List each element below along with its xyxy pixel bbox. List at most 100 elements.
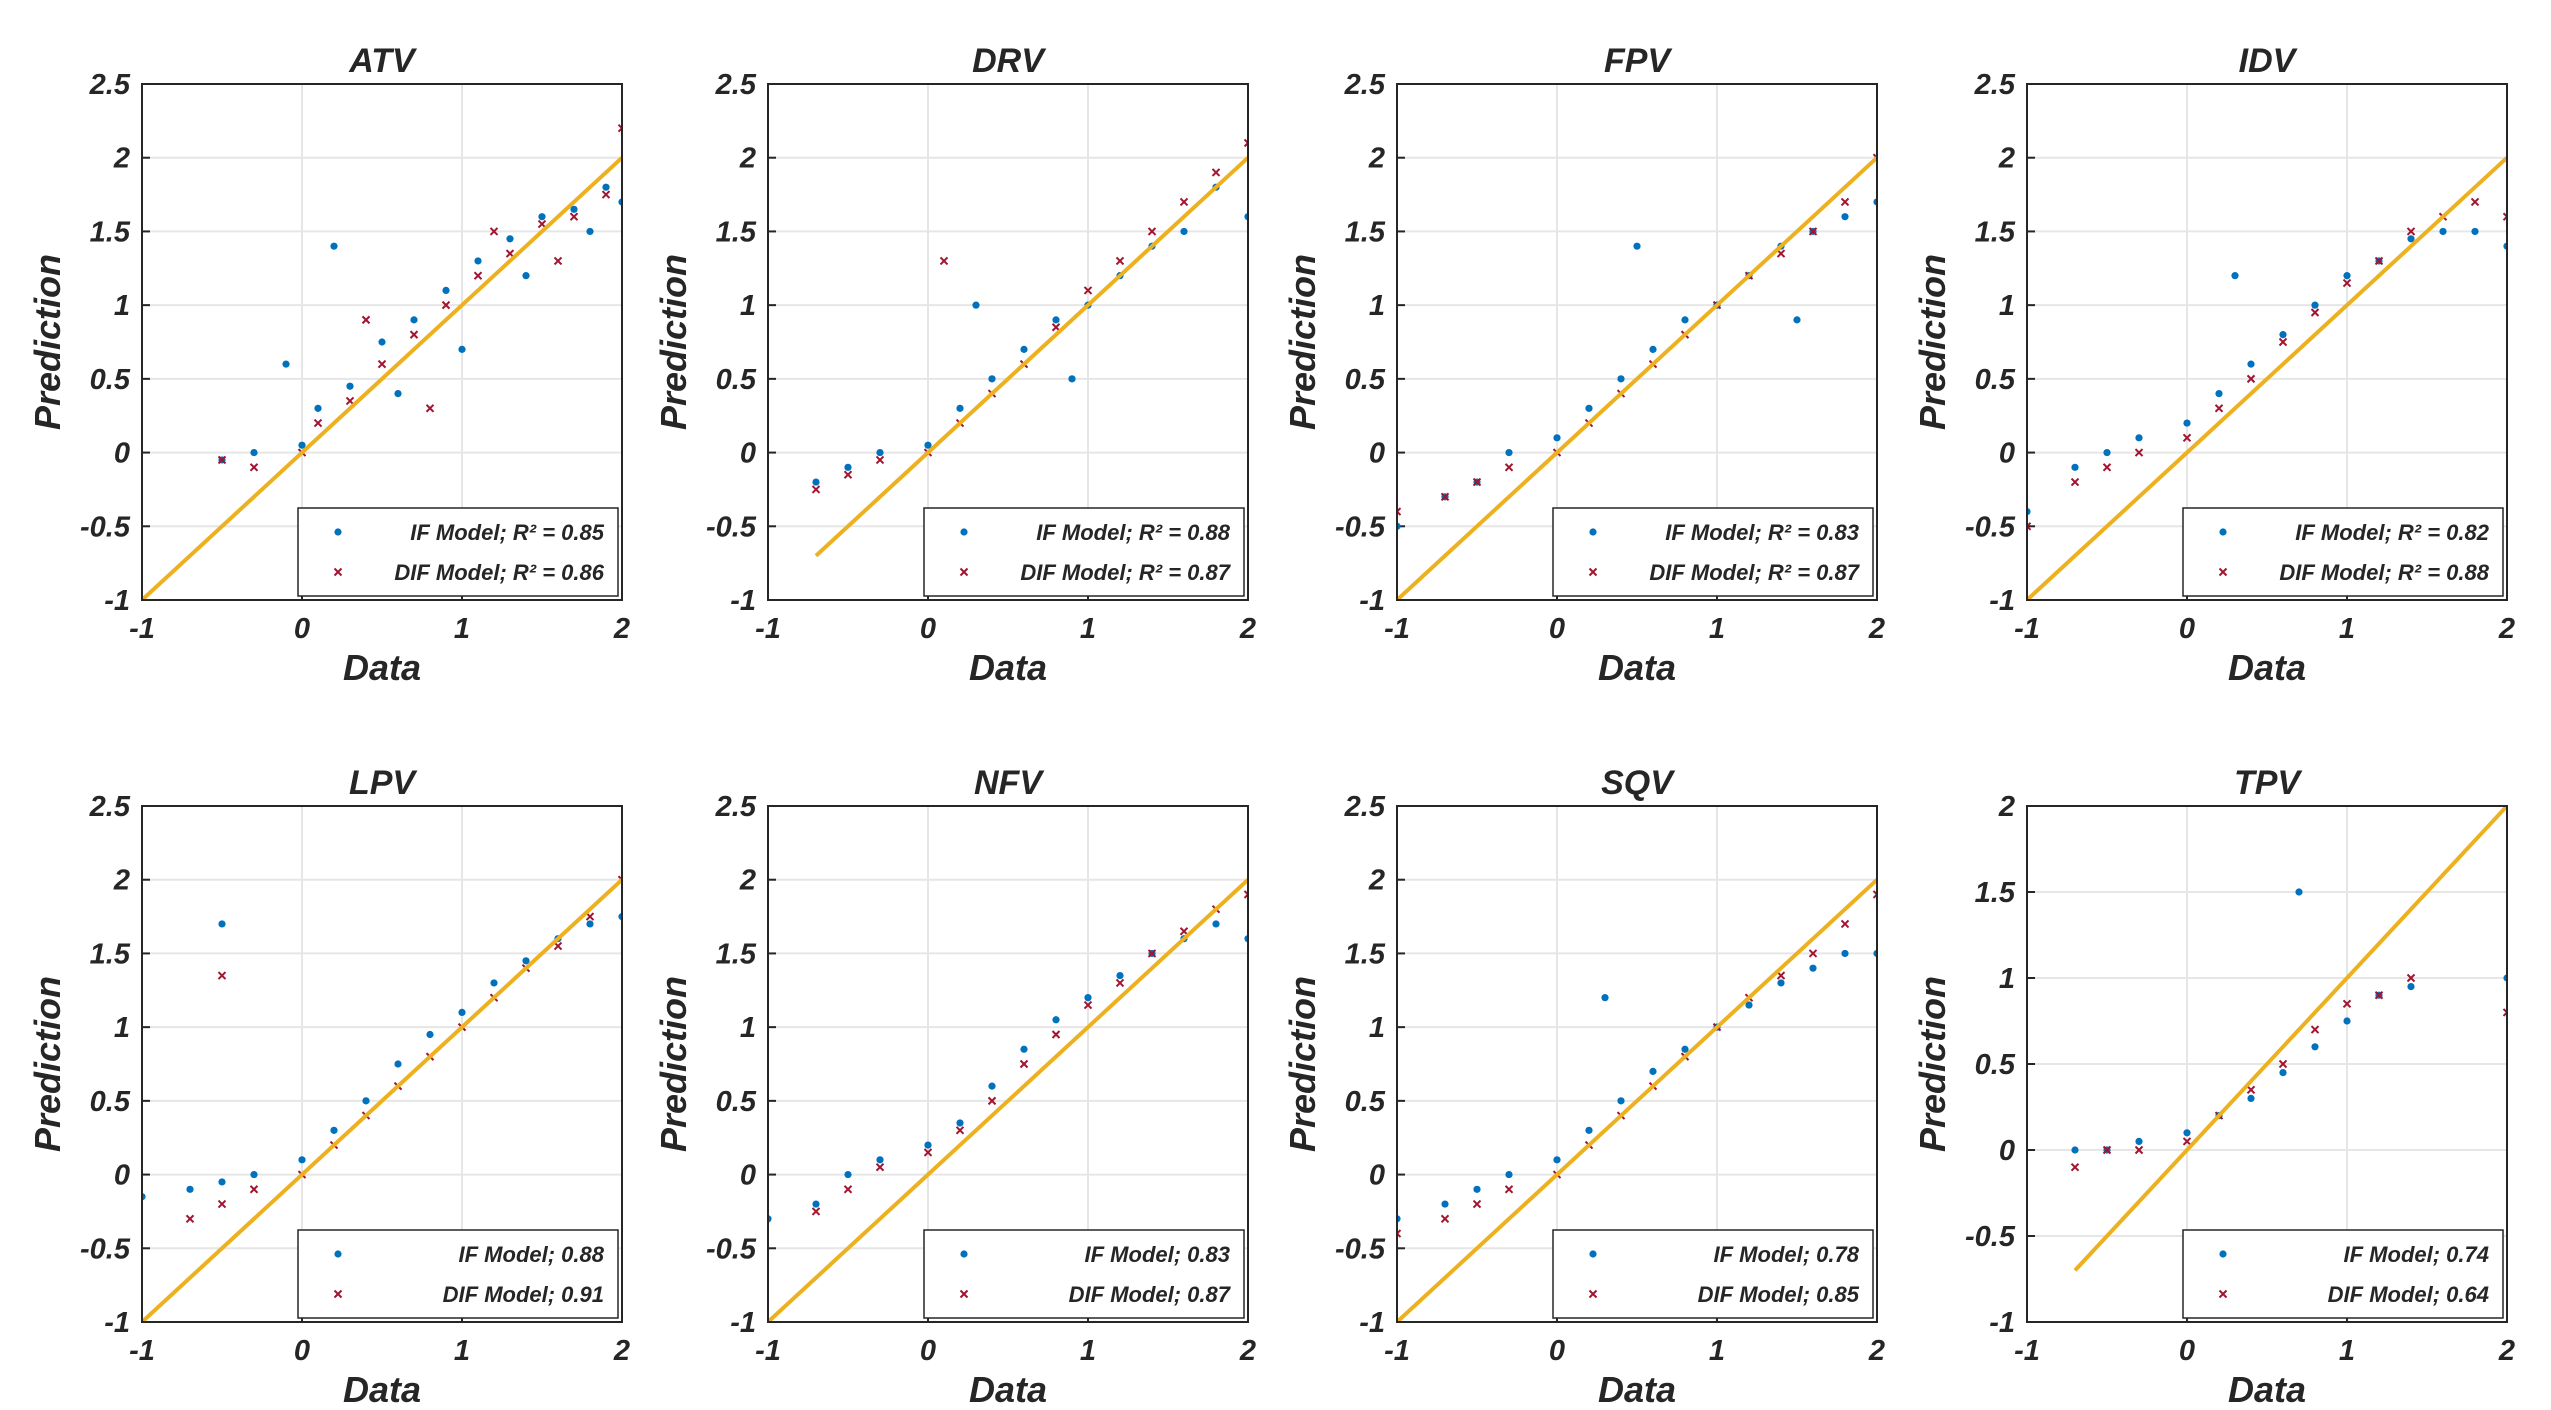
- x-tick-label: -1: [2014, 613, 2040, 645]
- legend-label: DIF Model; 0.87: [1069, 1282, 1232, 1307]
- data-point-if: [1020, 345, 1028, 353]
- legend-marker-if-icon: [334, 1250, 342, 1258]
- legend-label: IF Model; 0.74: [2344, 1242, 2489, 1267]
- data-point-if: [314, 404, 322, 412]
- legend-label: IF Model; R² = 0.82: [2295, 520, 2490, 545]
- data-point-dif: [473, 271, 483, 280]
- x-tick-label: 2: [1239, 1335, 1256, 1367]
- y-axis-label: Prediction: [1912, 254, 1953, 430]
- data-point-dif: [811, 1207, 821, 1216]
- y-tick-label: -1: [1359, 1307, 1385, 1339]
- chart-title: LPV: [349, 764, 418, 802]
- data-point-if: [1633, 242, 1641, 250]
- axes-box: [767, 805, 1249, 1323]
- data-point-dif: [1808, 949, 1818, 958]
- legend-marker-dif-icon: [1588, 1289, 1598, 1299]
- legend-marker-if-icon: [1589, 1250, 1597, 1258]
- data-point-dif: [249, 1185, 259, 1194]
- data-point-if: [812, 478, 820, 486]
- x-tick-label: 2: [1868, 1335, 1885, 1367]
- data-point-dif: [2070, 477, 2080, 487]
- legend-box: [2182, 507, 2504, 597]
- data-point-if: [458, 345, 466, 353]
- data-point-if: [2183, 419, 2191, 427]
- data-point-if: [586, 227, 594, 236]
- x-tick-label: 0: [920, 613, 936, 645]
- data-point-if: [1585, 1126, 1593, 1134]
- x-axis-label: Data: [2228, 1369, 2306, 1410]
- y-axis-label: Prediction: [653, 254, 694, 430]
- x-tick-label: 2: [1868, 613, 1885, 645]
- data-point-if: [876, 1156, 884, 1164]
- x-tick-label: 0: [920, 1335, 936, 1367]
- legend: IF Model; 0.83 DIF Model; 0.87: [923, 1229, 1245, 1319]
- legend-label: IF Model; R² = 0.88: [1036, 520, 1231, 545]
- data-point-dif: [1211, 168, 1221, 177]
- chart-title: DRV: [972, 42, 1047, 80]
- data-point-dif: [2374, 990, 2384, 1000]
- x-tick-label: 2: [613, 613, 630, 645]
- data-point-if: [602, 183, 610, 191]
- data-point-if: [1617, 1097, 1625, 1105]
- data-point-if: [538, 213, 546, 221]
- identity-line: [2073, 806, 2507, 1272]
- series-if-model: [1397, 949, 1877, 1223]
- y-tick-label: -1: [1989, 1307, 2015, 1339]
- data-point-dif: [2278, 337, 2288, 347]
- data-point-if: [2071, 463, 2079, 471]
- data-point-if: [346, 382, 354, 390]
- x-axis-label: Data: [1598, 647, 1676, 688]
- data-point-dif: [2342, 999, 2352, 1009]
- y-tick-label: 1: [114, 290, 130, 322]
- y-tick-label: -0.5: [706, 1233, 757, 1265]
- data-point-dif: [1147, 227, 1157, 236]
- identity-line: [142, 878, 622, 1322]
- axes-box: [141, 805, 623, 1323]
- data-point-dif: [2246, 1085, 2256, 1095]
- legend-label: IF Model; 0.88: [459, 1242, 605, 1267]
- series-if-model: [142, 912, 622, 1201]
- data-point-dif: [489, 227, 499, 236]
- data-point-dif: [923, 1148, 933, 1157]
- data-point-if: [1841, 949, 1849, 958]
- data-point-if: [282, 360, 290, 368]
- legend-marker-dif-icon: [959, 1289, 969, 1299]
- data-point-if: [2135, 434, 2143, 442]
- data-point-if: [1473, 1185, 1481, 1193]
- axes-box: [141, 83, 623, 601]
- data-point-dif: [1019, 1059, 1029, 1069]
- y-tick-label: 2: [739, 865, 756, 897]
- x-axis-label: Data: [343, 647, 421, 688]
- y-tick-label: 2: [1368, 143, 1385, 175]
- identity-line: [2027, 156, 2507, 600]
- data-point-dif: [1179, 927, 1189, 936]
- y-tick-label: 0.5: [1345, 1086, 1386, 1118]
- chart-title: IDV: [2239, 42, 2299, 80]
- y-tick-label: 0.5: [1975, 364, 2016, 396]
- x-axis-label: Data: [969, 1369, 1047, 1410]
- data-point-dif: [1243, 138, 1248, 148]
- y-tick-label: -0.5: [80, 1233, 131, 1265]
- data-point-dif: [2406, 973, 2416, 983]
- data-point-dif: [537, 219, 547, 229]
- data-point-if: [1212, 920, 1220, 928]
- x-tick-label: 1: [1080, 613, 1096, 645]
- data-layer: [142, 124, 622, 600]
- data-point-if: [1793, 316, 1801, 324]
- data-point-dif: [377, 359, 387, 369]
- data-point-if: [924, 441, 932, 449]
- x-tick-label: 1: [454, 1335, 470, 1367]
- y-tick-label: 1.5: [1345, 216, 1386, 248]
- x-tick-label: -1: [755, 1335, 781, 1367]
- y-tick-label: -0.5: [1965, 1221, 2016, 1253]
- data-point-if: [410, 316, 418, 324]
- y-tick-label: 0.5: [90, 364, 131, 396]
- legend-label: IF Model; R² = 0.85: [410, 520, 605, 545]
- chart-title: TPV: [2234, 764, 2303, 802]
- y-tick-label: 2: [1998, 791, 2015, 823]
- y-tick-label: 2: [739, 143, 756, 175]
- x-tick-label: 2: [1239, 613, 1256, 645]
- y-tick-label: -0.5: [80, 511, 131, 543]
- x-tick-label: 1: [1080, 1335, 1096, 1367]
- data-point-dif: [987, 1096, 997, 1106]
